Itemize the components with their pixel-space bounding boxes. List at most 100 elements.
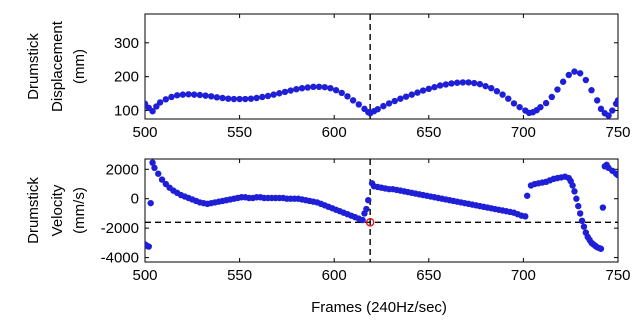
data-point [190, 91, 198, 98]
data-point [213, 94, 221, 101]
data-point [315, 83, 323, 91]
x-tick-label: 500 [132, 124, 157, 141]
data-point [605, 112, 612, 119]
data-point [230, 95, 238, 103]
data-point [380, 102, 387, 110]
data-point [185, 91, 192, 98]
data-point [580, 223, 588, 230]
data-point [425, 85, 432, 93]
x-tick-label: 700 [511, 124, 536, 141]
x-tick-label: 550 [227, 124, 252, 141]
data-point [236, 95, 243, 103]
data-point [471, 79, 478, 87]
data-point [359, 216, 366, 224]
y-axis-title-line: Drumstick [25, 33, 42, 100]
data-point [499, 91, 506, 98]
y-axis-title-line: (mm/s) [71, 187, 88, 234]
data-point [523, 192, 531, 199]
data-point [173, 92, 181, 99]
x-tick-label: 650 [416, 267, 441, 284]
data-point [542, 99, 550, 107]
displacement-plot: 500 550 600 650 700 750 100 200 300 Drumstick Disp… [25, 13, 631, 141]
data-point [338, 89, 345, 97]
data-point [505, 95, 512, 102]
data-point [575, 202, 582, 210]
y-tick-label: -2000 [101, 220, 139, 237]
data-point [593, 97, 601, 104]
data-point [374, 105, 381, 113]
y-tick-label: 2000 [106, 161, 139, 178]
data-point [153, 103, 160, 110]
data-point [482, 82, 489, 90]
data-point [147, 199, 154, 207]
x-axis-title: Frames (240Hz/sec) [311, 299, 447, 316]
plot-frame [144, 13, 619, 120]
data-point [363, 205, 370, 213]
data-point [332, 87, 340, 94]
data-point [599, 204, 607, 211]
data-point [247, 95, 255, 102]
data-point [264, 92, 272, 100]
y-axis-title-line: Drumstick [25, 177, 42, 244]
data-point [162, 96, 170, 103]
data-point [493, 88, 501, 95]
data-point [151, 164, 158, 172]
data-point [397, 95, 404, 102]
x-tick-label: 550 [227, 267, 252, 284]
data-point [225, 95, 232, 102]
data-point [588, 87, 595, 94]
data-point [219, 94, 226, 102]
y-axis-title-line: Displacement [49, 20, 66, 112]
data-point [196, 91, 204, 99]
x-tick-label: 500 [132, 267, 157, 284]
data-point [476, 80, 484, 88]
data-point [576, 70, 584, 77]
data-point [287, 87, 294, 94]
y-tick-label: -4000 [101, 250, 139, 267]
data-point [488, 84, 495, 92]
data-point [344, 93, 351, 100]
x-tick-label: 700 [511, 267, 536, 284]
data-point [158, 176, 166, 183]
data-point [327, 84, 334, 92]
data-point [419, 87, 427, 94]
highlight-point [365, 217, 375, 227]
data-point [582, 76, 590, 84]
data-point [571, 188, 578, 195]
data-point [436, 82, 444, 89]
data-point [431, 83, 438, 91]
y-tick-label: 0 [131, 191, 139, 208]
data-point [310, 83, 317, 91]
data-point [293, 85, 300, 93]
data-point [391, 97, 398, 105]
data-point [448, 80, 455, 87]
data-point [253, 94, 260, 102]
data-series [145, 68, 618, 119]
data-point [597, 245, 605, 252]
velocity-plot: 500 550 600 650 700 750 -4000 -2000 0 2000 Drumsti… [25, 158, 631, 284]
data-point [270, 91, 277, 98]
data-point [281, 88, 289, 96]
data-point [408, 91, 415, 98]
data-point [554, 86, 561, 93]
data-series [145, 159, 618, 252]
data-point [522, 213, 529, 220]
y-tick-label: 200 [114, 69, 139, 86]
y-tick-label: 300 [114, 35, 139, 52]
data-point [145, 243, 152, 250]
x-tick-label: 600 [322, 124, 347, 141]
y-axis-title-line: (mm) [71, 49, 88, 84]
data-point [459, 79, 467, 86]
data-point [385, 100, 393, 107]
data-point [365, 197, 372, 204]
data-point [304, 84, 311, 91]
data-point [614, 171, 618, 179]
data-point [573, 195, 580, 202]
data-point [548, 93, 555, 101]
data-point [321, 83, 328, 91]
x-tick-label: 750 [605, 124, 630, 141]
data-point [565, 71, 573, 79]
data-point [149, 108, 156, 115]
data-point [537, 103, 544, 111]
